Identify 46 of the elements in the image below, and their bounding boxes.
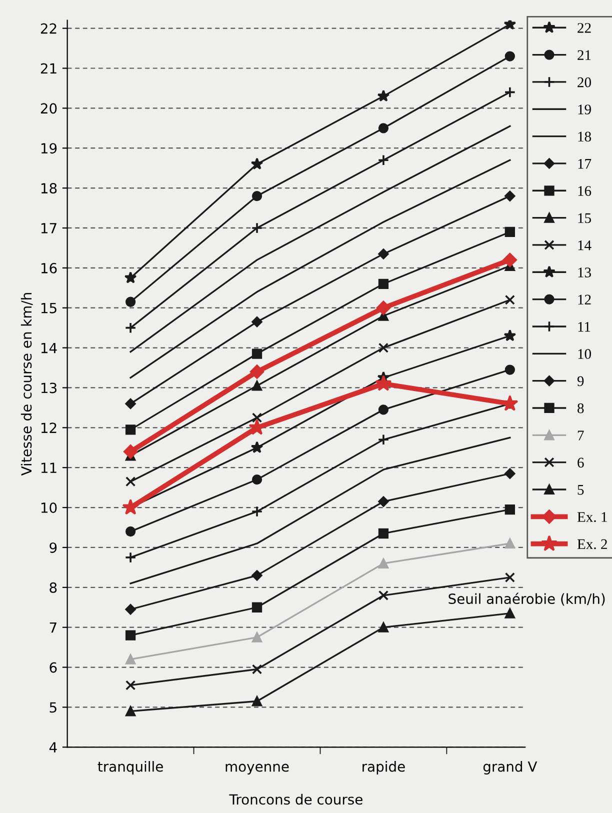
- y-tick-label: 14: [41, 342, 57, 354]
- legend-label: 14: [578, 240, 592, 250]
- y-tick-label: 15: [41, 303, 56, 314]
- y-tick-label: 17: [41, 223, 56, 234]
- x-tick-label: moyenne: [226, 764, 289, 774]
- legend-label: 20: [578, 77, 591, 88]
- y-tick-label: 5: [50, 702, 56, 713]
- y-tick-label: 22: [40, 23, 56, 34]
- legend-label: Ex. 1: [577, 512, 607, 522]
- legend-label: 12: [578, 294, 591, 304]
- legend-label: 16: [578, 186, 592, 196]
- y-tick-label: 11: [41, 462, 56, 473]
- legend-label: 7: [578, 430, 584, 440]
- x-tick-label: grand V: [483, 761, 538, 774]
- legend-label: 8: [578, 403, 584, 414]
- x-tick-label: tranquille: [98, 761, 163, 774]
- legend-label: 6: [578, 458, 584, 468]
- y-tick-label: 16: [41, 262, 57, 274]
- legend-label: 11: [578, 322, 590, 332]
- y-tick-label: 19: [41, 143, 57, 154]
- legend-label: Ex. 2: [577, 539, 607, 550]
- y-tick-label: 8: [50, 582, 57, 593]
- legend-label: 10: [578, 349, 591, 359]
- y-tick-label: 7: [50, 622, 56, 633]
- y-tick-label: 10: [41, 502, 57, 514]
- y-tick-label: 9: [50, 542, 57, 553]
- legend-label: 13: [578, 268, 591, 278]
- annotation: Seuil anaérobie (km/h): [448, 592, 605, 606]
- legend-label: 17: [578, 158, 592, 169]
- legend-label: 21: [578, 50, 591, 60]
- y-tick-label: 12: [41, 422, 56, 433]
- legend-label: 18: [578, 132, 591, 142]
- legend-label: 19: [578, 104, 591, 114]
- y-axis-title: Vitesse de course en km/h: [20, 292, 33, 476]
- y-tick-label: 13: [41, 382, 56, 394]
- x-axis-title: Troncons de course: [229, 794, 362, 805]
- y-tick-label: 20: [40, 103, 57, 114]
- y-tick-label: 6: [50, 662, 57, 673]
- y-tick-label: 4: [49, 742, 57, 752]
- y-tick-label: 21: [40, 63, 56, 74]
- legend-label: 5: [578, 485, 584, 495]
- legend-label: 15: [578, 213, 591, 224]
- legend-label: 22: [578, 23, 591, 33]
- y-tick-label: 18: [41, 183, 57, 194]
- legend-label: 9: [577, 376, 584, 386]
- x-tick-label: rapide: [362, 761, 405, 774]
